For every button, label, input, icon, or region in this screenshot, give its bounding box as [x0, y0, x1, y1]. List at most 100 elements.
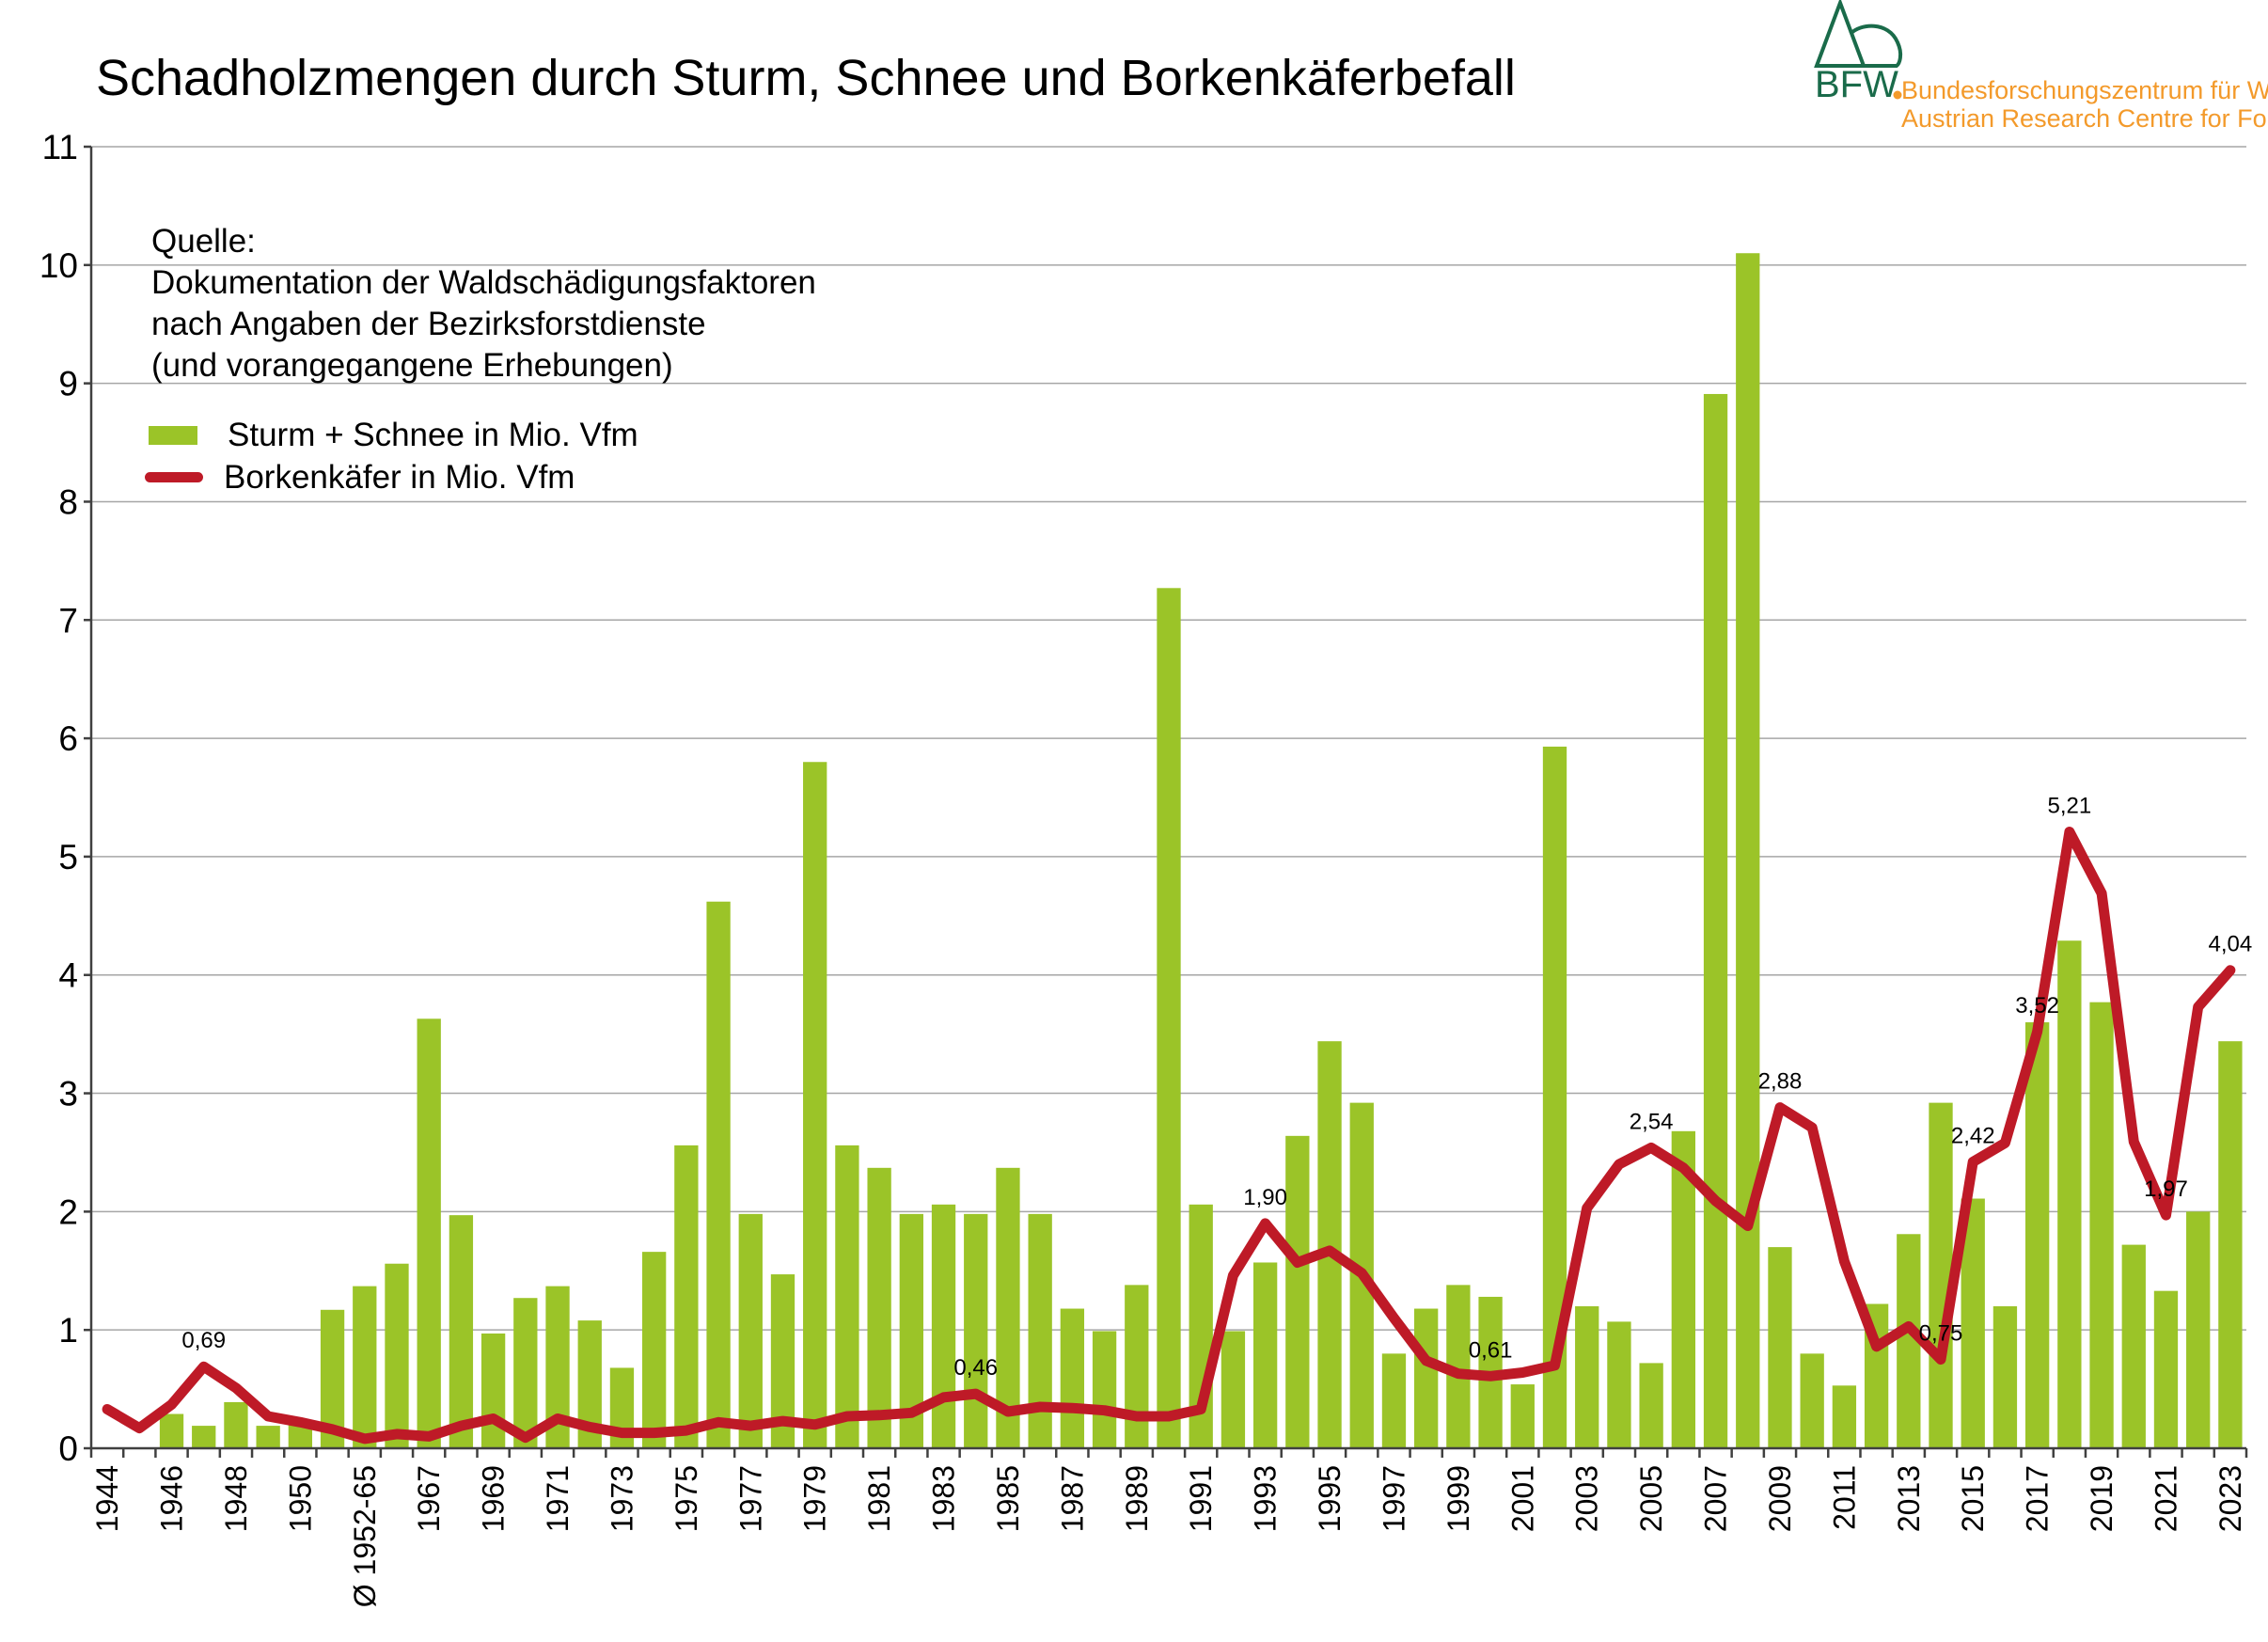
org-name-de: Bundesforschungszentrum für Wald — [1901, 76, 2268, 104]
legend-label: Borkenkäfer in Mio. Vfm — [224, 458, 575, 496]
y-tick-label: 6 — [58, 719, 78, 758]
bar-1977 — [738, 1213, 763, 1448]
y-tick-label: 0 — [58, 1429, 78, 1468]
bar-1987 — [1060, 1308, 1085, 1448]
x-tick-label: 1948 — [219, 1465, 253, 1532]
data-label-1984: 0,46 — [953, 1355, 998, 1381]
data-label-1947: 0,69 — [181, 1328, 226, 1353]
x-tick-label: 2009 — [1763, 1465, 1797, 1532]
bar-2018 — [2057, 940, 2082, 1448]
x-tick-labels: 1944 1946 1948 1950 Ø 1952-65 1967 1969 1971 197… — [90, 1465, 2247, 1607]
data-label-2023: 4,04 — [2209, 932, 2253, 957]
x-tick-label: 1946 — [155, 1465, 189, 1532]
y-tick-labels: 0 1 2 3 4 5 6 7 8 9 10 11 — [39, 128, 78, 1468]
x-tick-label: 2021 — [2149, 1465, 2182, 1532]
bar-2019 — [2089, 1002, 2114, 1448]
bar-2009 — [1768, 1247, 1792, 1448]
x-tick-label: 1985 — [991, 1465, 1025, 1532]
legend-bar-swatch — [149, 425, 197, 445]
y-tick-label: 8 — [58, 482, 78, 521]
x-tick-label: Ø 1952-65 — [348, 1465, 382, 1607]
source-note: Quelle: Dokumentation der Waldschädigung… — [151, 221, 816, 387]
bar-1998 — [1414, 1308, 1439, 1448]
bar-2017 — [2024, 1022, 2050, 1448]
x-tick-label: 2019 — [2085, 1465, 2118, 1532]
data-label-2005: 2,54 — [1630, 1109, 1674, 1134]
source-line: nach Angaben der Bezirksforstdienste — [151, 306, 706, 342]
bar-2023 — [2218, 1041, 2243, 1448]
x-tick-label: 1999 — [1441, 1465, 1475, 1532]
x-tick-label: 1950 — [283, 1465, 317, 1532]
y-tick-label: 3 — [58, 1075, 78, 1113]
bar-2006 — [1671, 1130, 1696, 1448]
bar-2007 — [1703, 393, 1728, 1449]
bar-1988 — [1092, 1331, 1117, 1448]
legend-item-borkenkaefer: Borkenkäfer in Mio. Vfm — [145, 456, 638, 498]
bar-2016 — [1992, 1306, 2018, 1448]
bars — [159, 253, 2243, 1449]
bar-2010 — [1800, 1353, 1824, 1448]
x-tick-label: 1989 — [1120, 1465, 1154, 1532]
bar-1949 — [256, 1426, 280, 1448]
y-tick-label: 1 — [58, 1311, 78, 1350]
y-tick-label: 9 — [58, 365, 78, 403]
y-tick-label: 5 — [58, 838, 78, 876]
source-line: Quelle: — [151, 223, 256, 260]
bar-1976 — [706, 901, 731, 1448]
bar-1993 — [1252, 1262, 1278, 1448]
y-tick-label: 10 — [39, 246, 78, 285]
bar-1979 — [803, 762, 827, 1448]
logo-dot — [1893, 90, 1902, 100]
bar-1989 — [1125, 1285, 1149, 1448]
axes — [84, 145, 2248, 1458]
bar-2004 — [1607, 1321, 1631, 1448]
x-tick-label: 1983 — [927, 1465, 961, 1532]
data-label-2017: 3,52 — [2015, 993, 2059, 1018]
x-tick-label: 1944 — [90, 1465, 124, 1532]
bar-2020 — [2121, 1244, 2146, 1448]
data-label-2014: 0,75 — [1919, 1321, 1963, 1347]
bar-2014 — [1929, 1102, 1953, 1448]
bar-2005 — [1639, 1363, 1663, 1448]
x-tick-label: 2017 — [2021, 1465, 2055, 1532]
x-tick-label: 2005 — [1634, 1465, 1668, 1532]
legend-line-swatch — [145, 472, 203, 482]
bar-1983 — [931, 1204, 956, 1448]
bar-1980 — [835, 1145, 859, 1448]
legend: Sturm + Schnee in Mio. Vfm Borkenkäfer i… — [145, 414, 638, 498]
bar-1970 — [513, 1298, 538, 1448]
bar-2022 — [2186, 1211, 2211, 1448]
data-label-2009: 2,88 — [1758, 1069, 1803, 1095]
x-tick-label: 1977 — [733, 1465, 767, 1532]
x-tick-label: 1967 — [412, 1465, 446, 1532]
bar-1992 — [1221, 1331, 1246, 1448]
bar-2011 — [1832, 1385, 1857, 1448]
x-tick-label: 2001 — [1505, 1465, 1539, 1532]
x-tick-label: 1975 — [669, 1465, 703, 1532]
data-label-2000: 0,61 — [1469, 1337, 1513, 1363]
bar-1975 — [674, 1145, 699, 1448]
bar-1946 — [159, 1413, 184, 1448]
tree-icon — [1814, 0, 1903, 68]
bfw-logo: BFW — [1814, 0, 1903, 105]
x-tick-label: 2023 — [2213, 1465, 2247, 1532]
bar-1966 — [385, 1263, 409, 1448]
y-tick-label: 7 — [58, 601, 78, 639]
x-tick-label: 1997 — [1377, 1465, 1410, 1532]
bar-1974 — [641, 1252, 667, 1448]
x-tick-label: 2013 — [1892, 1465, 1926, 1532]
x-tick-label: 1979 — [798, 1465, 832, 1532]
x-tick-label: 2007 — [1699, 1465, 1733, 1532]
bar-1984 — [964, 1213, 988, 1448]
y-tick-label: 4 — [58, 956, 78, 995]
bar-2001 — [1510, 1384, 1535, 1448]
x-tick-label: 2015 — [1956, 1465, 1990, 1532]
data-labels: 0,69 0,46 1,90 0,61 2,54 2,88 0,75 2,42 3,52 5,21… — [181, 793, 2252, 1381]
x-tick-label: 1995 — [1313, 1465, 1347, 1532]
bar-1969 — [480, 1333, 506, 1448]
data-label-2021: 1,97 — [2144, 1176, 2188, 1202]
bar-1968 — [449, 1215, 474, 1448]
x-tick-label: 1971 — [541, 1465, 575, 1532]
source-line: (und vorangegangene Erhebungen) — [151, 347, 673, 384]
bar-1967 — [417, 1018, 441, 1448]
